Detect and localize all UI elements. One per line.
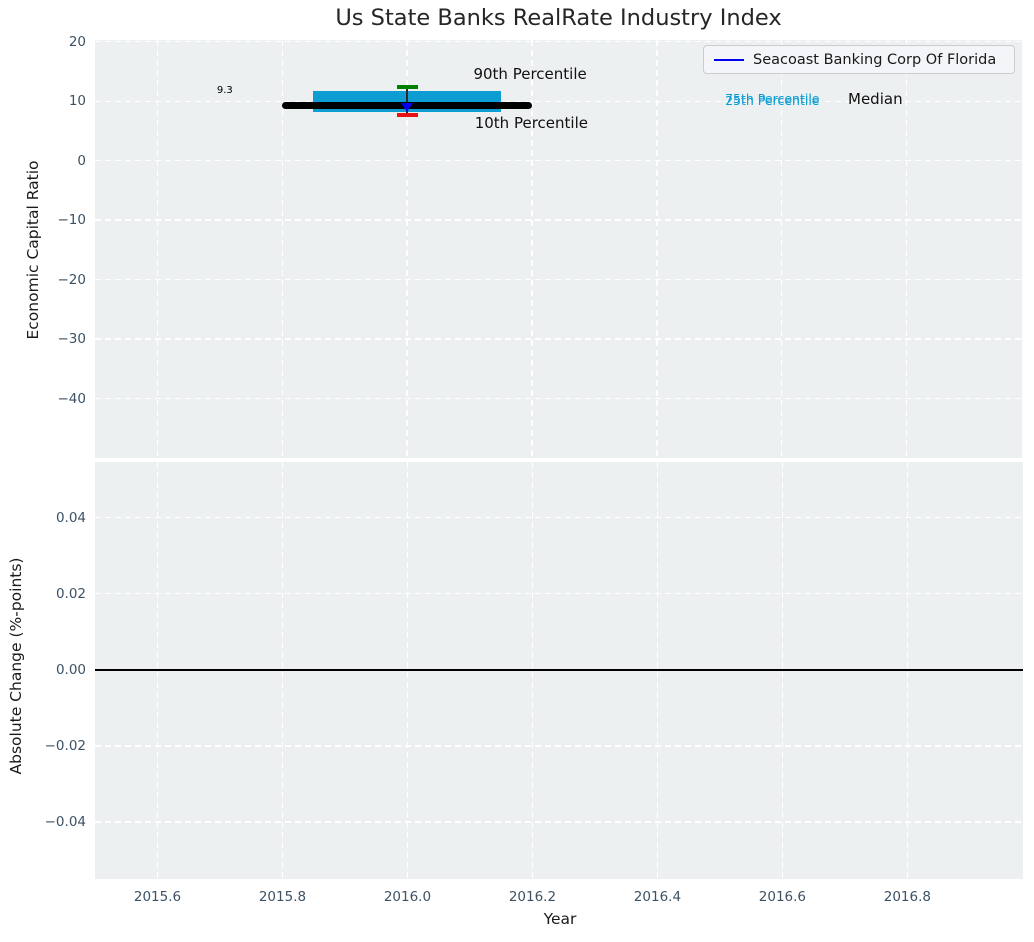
annotation: 90th Percentile — [473, 65, 587, 84]
company-marker-icon — [400, 103, 413, 113]
y-tick-label: −0.04 — [44, 813, 86, 830]
annotation: 10th Percentile — [474, 113, 588, 132]
gridline-x — [406, 40, 408, 458]
legend-label: Seacoast Banking Corp Of Florida — [753, 51, 997, 68]
axes-bottom — [95, 462, 1023, 879]
gridline-y — [95, 100, 1022, 102]
gridline-y — [95, 219, 1022, 221]
y-tick-label: −40 — [57, 390, 87, 407]
y-tick-label: −20 — [57, 271, 87, 288]
whisker-line — [406, 86, 408, 115]
y-tick-label: 20 — [68, 33, 86, 50]
gridline-y — [95, 397, 1022, 400]
x-tick-label: 2016.6 — [758, 889, 807, 905]
x-tick-label: 2016.4 — [633, 889, 682, 905]
gridline-y — [95, 338, 1022, 340]
gridline-x — [531, 40, 533, 458]
legend: Seacoast Banking Corp Of Florida — [703, 45, 1015, 74]
y-tick-label: 0 — [77, 152, 86, 169]
y-tick-label: 0.02 — [55, 585, 86, 602]
y-tick-label: 10 — [68, 93, 86, 110]
gridline-x — [905, 40, 908, 458]
zero-line — [95, 668, 1023, 671]
gridline-y — [95, 160, 1022, 162]
gridline-y — [95, 592, 1023, 595]
legend-line-swatch — [714, 58, 744, 61]
gridline-x — [780, 40, 783, 458]
gridline-y — [95, 41, 1022, 43]
annotation: 25th Percentile — [725, 92, 820, 108]
y-axis-label-top: Economic Capital Ratio — [24, 160, 42, 340]
y-tick-label: −30 — [57, 331, 87, 348]
annotation: 9.3 — [216, 84, 233, 96]
annotation: 75th Percentile — [725, 90, 820, 106]
gridline-y — [95, 278, 1022, 281]
p10-cap-icon — [396, 113, 418, 117]
axes-top: 9.3 90th Percentile 10th Percentile 75th Pe… — [95, 40, 1022, 458]
x-tick-label: 2016.8 — [883, 889, 931, 905]
y-tick-label: −0.02 — [44, 737, 86, 754]
x-tick-label: 2016.2 — [508, 889, 557, 905]
annotation: Median — [848, 90, 903, 109]
x-tick-label: 2015.6 — [133, 889, 182, 905]
gridline-x — [156, 40, 159, 458]
y-tick-label: 0.04 — [55, 509, 86, 526]
x-axis-label: Year — [543, 910, 577, 928]
gridline-y — [95, 745, 1023, 747]
gridline-y — [95, 516, 1023, 519]
p90-cap-icon — [396, 85, 418, 89]
x-tick-label: 2016.0 — [383, 889, 432, 905]
y-tick-label: −10 — [57, 212, 87, 229]
gridline-y — [95, 821, 1023, 823]
chart-title: Us State Banks RealRate Industry Index — [335, 5, 782, 31]
y-tick-label: 0.00 — [55, 661, 86, 678]
gridline-x — [281, 40, 283, 458]
x-tick-label: 2015.8 — [258, 889, 307, 905]
gridline-x — [656, 40, 658, 458]
